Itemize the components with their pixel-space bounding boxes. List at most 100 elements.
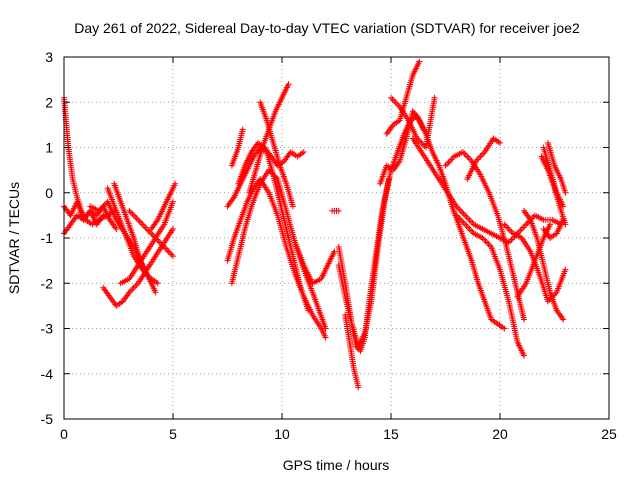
data-point [289, 203, 296, 210]
x-tick-label: 5 [169, 426, 177, 442]
data-point [466, 225, 473, 232]
data-point [467, 218, 474, 225]
data-point [127, 209, 134, 216]
y-tick-label: 0 [45, 185, 53, 201]
data-point [331, 248, 338, 255]
data-point [448, 156, 455, 163]
x-axis-ticks: 0 5 10 15 20 25 [60, 57, 617, 442]
data-point [462, 221, 469, 228]
data-point [168, 251, 175, 258]
data-point [100, 212, 107, 219]
data-point [446, 158, 453, 165]
grid-lines [64, 57, 609, 419]
data-point [113, 225, 120, 232]
data-points [61, 58, 569, 391]
data-point [520, 316, 527, 323]
data-point [467, 227, 474, 234]
data-point [392, 99, 399, 106]
data-point [170, 253, 176, 260]
data-point [165, 248, 172, 255]
y-tick-label: -5 [41, 411, 54, 427]
y-axis-label: SDTVAR / TECUs [6, 182, 22, 294]
data-point [239, 126, 246, 133]
data-point [523, 221, 530, 228]
chart-title: Day 261 of 2022, Sidereal Day-to-day VTE… [74, 20, 580, 36]
data-point [142, 224, 149, 231]
x-tick-label: 25 [601, 426, 617, 442]
data-point [520, 224, 527, 231]
data-point [463, 222, 470, 229]
data-point [560, 316, 567, 323]
data-point [129, 210, 136, 217]
data-point [465, 224, 472, 231]
data-point [482, 238, 489, 245]
data-point [164, 247, 171, 254]
data-point [442, 162, 449, 169]
data-point [135, 216, 142, 223]
data-point [143, 271, 150, 278]
data-point [463, 213, 470, 220]
data-point [465, 215, 472, 222]
data-point [322, 325, 329, 332]
data-point [502, 222, 509, 229]
data-point [393, 100, 400, 107]
data-point [547, 221, 554, 228]
data-point [560, 203, 567, 210]
data-point [129, 286, 136, 293]
y-tick-label: -3 [41, 321, 54, 337]
x-tick-label: 10 [274, 426, 290, 442]
data-point [172, 180, 179, 187]
data-point [501, 325, 508, 332]
data-point [462, 212, 469, 219]
data-point [389, 96, 396, 103]
data-point [507, 227, 514, 234]
y-axis-ticks: -5 -4 -3 -2 -1 0 1 2 3 [41, 49, 609, 427]
data-point [518, 225, 525, 232]
data-point [138, 219, 145, 226]
data-point [459, 218, 466, 225]
data-point [355, 384, 362, 391]
data-point [478, 152, 485, 159]
data-point [562, 221, 569, 228]
data-point [130, 284, 137, 291]
data-point [300, 149, 307, 156]
data-point [562, 189, 569, 196]
data-point [483, 239, 490, 246]
data-point [460, 210, 467, 217]
data-point [459, 209, 466, 216]
data-point [139, 221, 146, 228]
data-point [497, 139, 503, 146]
y-tick-label: 1 [45, 140, 53, 156]
data-point [461, 150, 468, 157]
data-point [475, 155, 482, 162]
data-point [465, 155, 472, 162]
data-point [167, 250, 174, 257]
y-tick-label: 2 [45, 94, 53, 110]
data-point [390, 97, 397, 104]
data-point [388, 94, 394, 101]
data-point [560, 216, 567, 223]
data-point [464, 153, 471, 160]
y-tick-label: -2 [41, 275, 54, 291]
data-point [335, 207, 342, 214]
data-point [285, 81, 292, 88]
data-point [152, 289, 159, 296]
data-point [562, 266, 569, 273]
data-point [445, 159, 452, 166]
data-point [416, 58, 423, 65]
data-point [140, 222, 147, 229]
data-point [521, 222, 528, 229]
data-point [136, 218, 143, 225]
data-point [322, 334, 329, 341]
x-tick-label: 20 [492, 426, 508, 442]
data-point [517, 227, 524, 234]
data-point [520, 352, 527, 359]
data-point [443, 161, 450, 168]
data-point [460, 219, 467, 226]
data-point [132, 283, 139, 290]
data-point [431, 94, 438, 101]
x-tick-label: 15 [383, 426, 399, 442]
data-point [132, 213, 139, 220]
y-tick-label: -4 [41, 366, 54, 382]
